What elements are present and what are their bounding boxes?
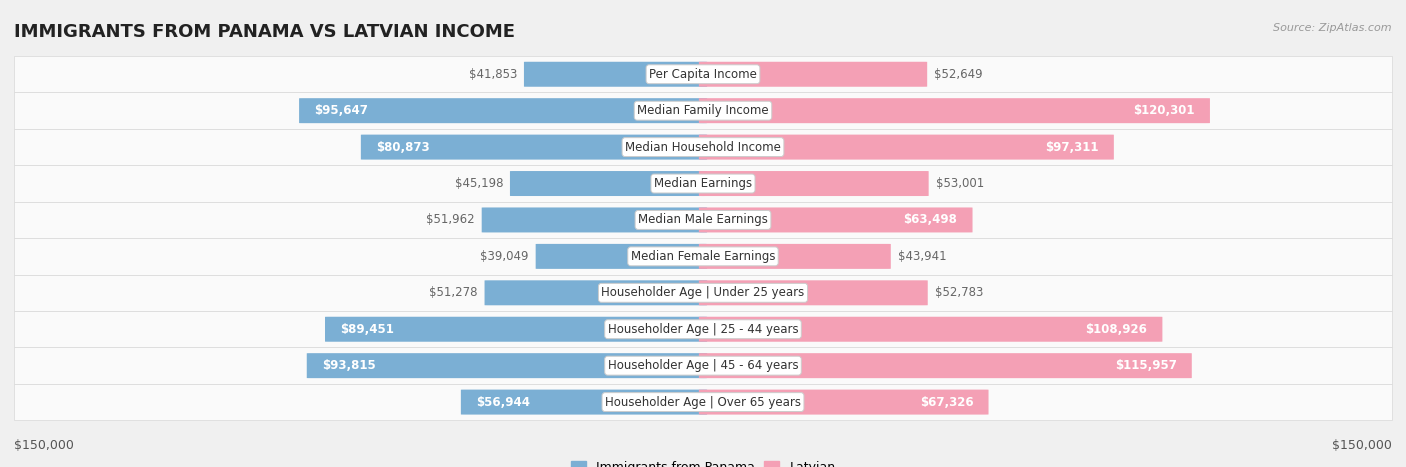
- Text: Median Earnings: Median Earnings: [654, 177, 752, 190]
- Text: Median Household Income: Median Household Income: [626, 141, 780, 154]
- Text: Householder Age | Under 25 years: Householder Age | Under 25 years: [602, 286, 804, 299]
- Text: $39,049: $39,049: [481, 250, 529, 263]
- FancyBboxPatch shape: [14, 275, 1392, 311]
- Text: $53,001: $53,001: [935, 177, 984, 190]
- Legend: Immigrants from Panama, Latvian: Immigrants from Panama, Latvian: [565, 456, 841, 467]
- Text: $52,649: $52,649: [934, 68, 983, 81]
- Text: $150,000: $150,000: [14, 439, 75, 452]
- FancyBboxPatch shape: [14, 202, 1392, 238]
- FancyBboxPatch shape: [699, 244, 891, 269]
- Text: $63,498: $63,498: [904, 213, 957, 226]
- Text: $89,451: $89,451: [340, 323, 394, 336]
- FancyBboxPatch shape: [536, 244, 707, 269]
- FancyBboxPatch shape: [699, 207, 973, 233]
- FancyBboxPatch shape: [299, 98, 707, 123]
- Text: $97,311: $97,311: [1045, 141, 1098, 154]
- FancyBboxPatch shape: [485, 280, 707, 305]
- Text: $95,647: $95,647: [315, 104, 368, 117]
- Text: $51,278: $51,278: [429, 286, 478, 299]
- FancyBboxPatch shape: [14, 56, 1392, 92]
- Text: $43,941: $43,941: [897, 250, 946, 263]
- Text: $56,944: $56,944: [477, 396, 530, 409]
- FancyBboxPatch shape: [699, 134, 1114, 160]
- FancyBboxPatch shape: [699, 171, 928, 196]
- Text: Householder Age | 45 - 64 years: Householder Age | 45 - 64 years: [607, 359, 799, 372]
- FancyBboxPatch shape: [14, 129, 1392, 165]
- FancyBboxPatch shape: [307, 353, 707, 378]
- Text: Source: ZipAtlas.com: Source: ZipAtlas.com: [1274, 23, 1392, 33]
- Text: $108,926: $108,926: [1085, 323, 1147, 336]
- FancyBboxPatch shape: [524, 62, 707, 87]
- FancyBboxPatch shape: [361, 134, 707, 160]
- FancyBboxPatch shape: [699, 62, 927, 87]
- FancyBboxPatch shape: [14, 238, 1392, 275]
- Text: $41,853: $41,853: [468, 68, 517, 81]
- FancyBboxPatch shape: [699, 98, 1211, 123]
- Text: Per Capita Income: Per Capita Income: [650, 68, 756, 81]
- Text: $67,326: $67,326: [920, 396, 973, 409]
- Text: Median Family Income: Median Family Income: [637, 104, 769, 117]
- FancyBboxPatch shape: [482, 207, 707, 233]
- FancyBboxPatch shape: [14, 92, 1392, 129]
- FancyBboxPatch shape: [699, 280, 928, 305]
- Text: $45,198: $45,198: [454, 177, 503, 190]
- FancyBboxPatch shape: [14, 165, 1392, 202]
- FancyBboxPatch shape: [14, 311, 1392, 347]
- Text: $80,873: $80,873: [375, 141, 430, 154]
- Text: $52,783: $52,783: [935, 286, 983, 299]
- FancyBboxPatch shape: [461, 389, 707, 415]
- FancyBboxPatch shape: [510, 171, 707, 196]
- Text: $120,301: $120,301: [1133, 104, 1195, 117]
- FancyBboxPatch shape: [325, 317, 707, 342]
- Text: Median Male Earnings: Median Male Earnings: [638, 213, 768, 226]
- FancyBboxPatch shape: [14, 347, 1392, 384]
- FancyBboxPatch shape: [699, 389, 988, 415]
- FancyBboxPatch shape: [699, 317, 1163, 342]
- Text: Median Female Earnings: Median Female Earnings: [631, 250, 775, 263]
- Text: IMMIGRANTS FROM PANAMA VS LATVIAN INCOME: IMMIGRANTS FROM PANAMA VS LATVIAN INCOME: [14, 23, 515, 42]
- Text: Householder Age | Over 65 years: Householder Age | Over 65 years: [605, 396, 801, 409]
- Text: Householder Age | 25 - 44 years: Householder Age | 25 - 44 years: [607, 323, 799, 336]
- Text: $115,957: $115,957: [1115, 359, 1177, 372]
- Text: $93,815: $93,815: [322, 359, 375, 372]
- FancyBboxPatch shape: [699, 353, 1192, 378]
- FancyBboxPatch shape: [14, 384, 1392, 420]
- Text: $51,962: $51,962: [426, 213, 475, 226]
- Text: $150,000: $150,000: [1331, 439, 1392, 452]
